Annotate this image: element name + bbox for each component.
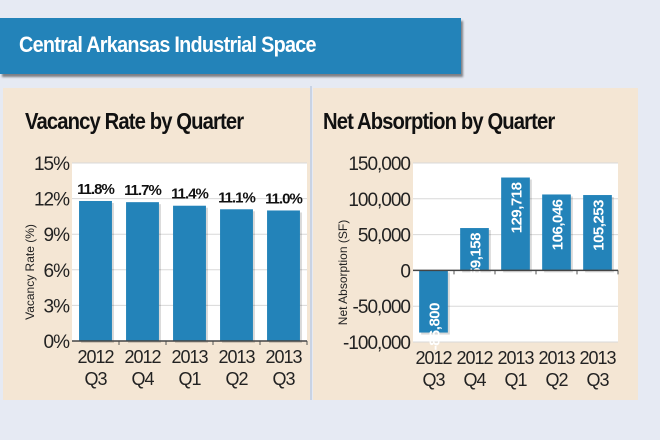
x-tick-label-year: 2012 [124,347,161,367]
x-tick-label-year: 2013 [265,347,302,367]
y-tick-label: 0 [400,261,410,282]
y-tick-label: 15% [34,154,70,175]
data-label: 59,158 [468,233,485,276]
x-tick-label-quarter: Q2 [545,370,568,390]
x-tick-label-year: 2013 [538,348,575,368]
x-tick-label-quarter: Q1 [178,369,201,389]
bar [267,210,300,341]
x-tick-label-year: 2012 [456,348,493,368]
x-tick-label-quarter: Q4 [131,369,154,389]
x-tick-label-year: 2013 [497,348,534,368]
y-axis-label: Vacancy Rate (%) [23,224,37,320]
y-tick-label: 0% [44,332,71,353]
x-tick-label-year: 2013 [218,347,255,367]
bar [220,209,253,341]
data-label: 11.0% [265,190,302,207]
data-label: 11.7% [124,182,161,199]
data-label: 129,718 [509,182,526,233]
x-tick-label-quarter: Q1 [504,370,527,390]
x-tick-label-quarter: Q3 [422,370,445,390]
y-tick-label: 9% [44,225,71,246]
x-tick-label-quarter: Q3 [272,369,295,389]
bar [501,177,530,271]
bar [583,195,612,271]
data-label: -86,800 [427,303,444,351]
y-tick-label: 150,000 [348,154,410,175]
bar [79,200,112,341]
y-tick-label: 50,000 [358,226,411,247]
x-tick-label-quarter: Q3 [586,370,609,390]
y-tick-label: -100,000 [343,333,410,354]
bar [126,202,159,341]
x-tick-label-quarter: Q3 [84,369,107,389]
y-tick-label: 12% [34,190,70,211]
x-tick-label-year: 2013 [171,347,208,367]
y-tick-label: 100,000 [348,190,410,211]
vacancy-chart-title: Vacancy Rate by Quarter [25,108,244,134]
y-tick-label: -50,000 [353,297,411,318]
bar [419,270,448,333]
data-label: 105,253 [591,200,608,251]
data-label: 106,046 [550,199,567,250]
x-tick-label-year: 2012 [77,347,114,367]
bar [173,205,206,341]
bar [460,228,489,271]
y-tick-label: 6% [44,261,71,282]
y-axis-label: Net Absorption (SF) [336,220,350,325]
x-tick-label-quarter: Q2 [225,369,248,389]
bar [542,194,571,271]
page-title: Central Arkansas Industrial Space [19,32,317,57]
data-label: 11.8% [77,181,114,198]
data-label: 11.1% [218,189,255,206]
x-tick-label-year: 2012 [415,348,452,368]
panel-divider [310,86,312,400]
x-tick-label-quarter: Q4 [463,370,486,390]
absorption-chart-title: Net Absorption by Quarter [323,108,555,134]
x-tick-label-year: 2013 [579,348,616,368]
data-label: 11.4% [171,186,208,203]
y-tick-label: 3% [44,296,71,317]
title-banner: Central Arkansas Industrial Space [0,18,461,74]
